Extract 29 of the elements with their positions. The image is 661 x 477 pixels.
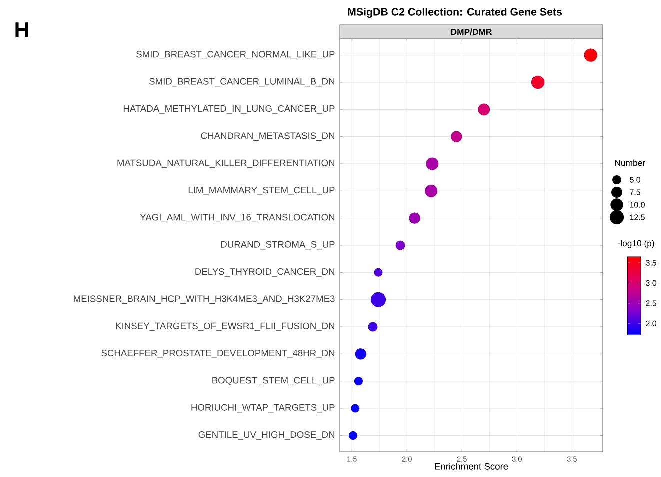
y-tick-label: BOQUEST_STEM_CELL_UP (212, 377, 335, 386)
y-tick-label: DELYS_THYROID_CANCER_DN (196, 268, 335, 277)
y-tick-label: YAGI_AML_WITH_INV_16_TRANSLOCATION (140, 214, 335, 223)
y-tick-label: HATADA_METHYLATED_IN_LUNG_CANCER_UP (124, 105, 335, 114)
text: H (16, 22, 28, 38)
y-tick-label: HORIUCHI_WTAP_TARGETS_UP (192, 404, 335, 413)
y-tick-label: CHANDRAN_METASTASIS_DN (201, 132, 335, 141)
legend-label: 5.0 (630, 177, 641, 183)
chart-subtitle: DMP/DMR (451, 28, 492, 36)
y-tick-label: GENTILE_UV_HIGH_DOSE_DN (198, 432, 335, 440)
legend-label: 7.5 (630, 190, 640, 196)
y-tick-label: SMID_BREAST_CANCER_NORMAL_LIKE_UP (136, 51, 335, 60)
legend-label: 12.5 (630, 214, 645, 220)
y-tick-label: SCHAEFFER_PROSTATE_DEVELOPMENT_48HR_DN (102, 350, 335, 358)
legend-title: Number (615, 160, 646, 166)
color-bar-title: -log10 (p) (618, 240, 654, 248)
color-bar-label: 2.0 (646, 320, 657, 327)
color-bar-label: 3.5 (646, 260, 657, 266)
color-bar-label: 2.5 (646, 300, 657, 306)
x-axis-title: Enrichment Score (435, 463, 508, 470)
y-tick-label: LIM_MAMMARY_STEM_CELL_UP (188, 186, 335, 196)
y-tick-label: MEISSNER_BRAIN_HCP_WITH_H3K4ME3_AND_H3K27ME3 (74, 296, 335, 304)
y-tick-label: SMID_BREAST_CANCER_LUMINAL_B_DN (150, 78, 335, 87)
chart-title: MSigDB C2 Collection: Curated Gene Sets (348, 8, 562, 18)
y-tick-label: MATSUDA_NATURAL_KILLER_DIFFERENTIATION (118, 160, 335, 168)
color-bar-label: 3.0 (646, 280, 657, 286)
legend-label: 10.0 (630, 202, 645, 208)
y-tick-label: KINSEY_TARGETS_OF_EWSR1_FLII_FUSION_DN (116, 322, 335, 332)
y-tick-label: DURAND_STROMA_S_UP (221, 241, 335, 250)
